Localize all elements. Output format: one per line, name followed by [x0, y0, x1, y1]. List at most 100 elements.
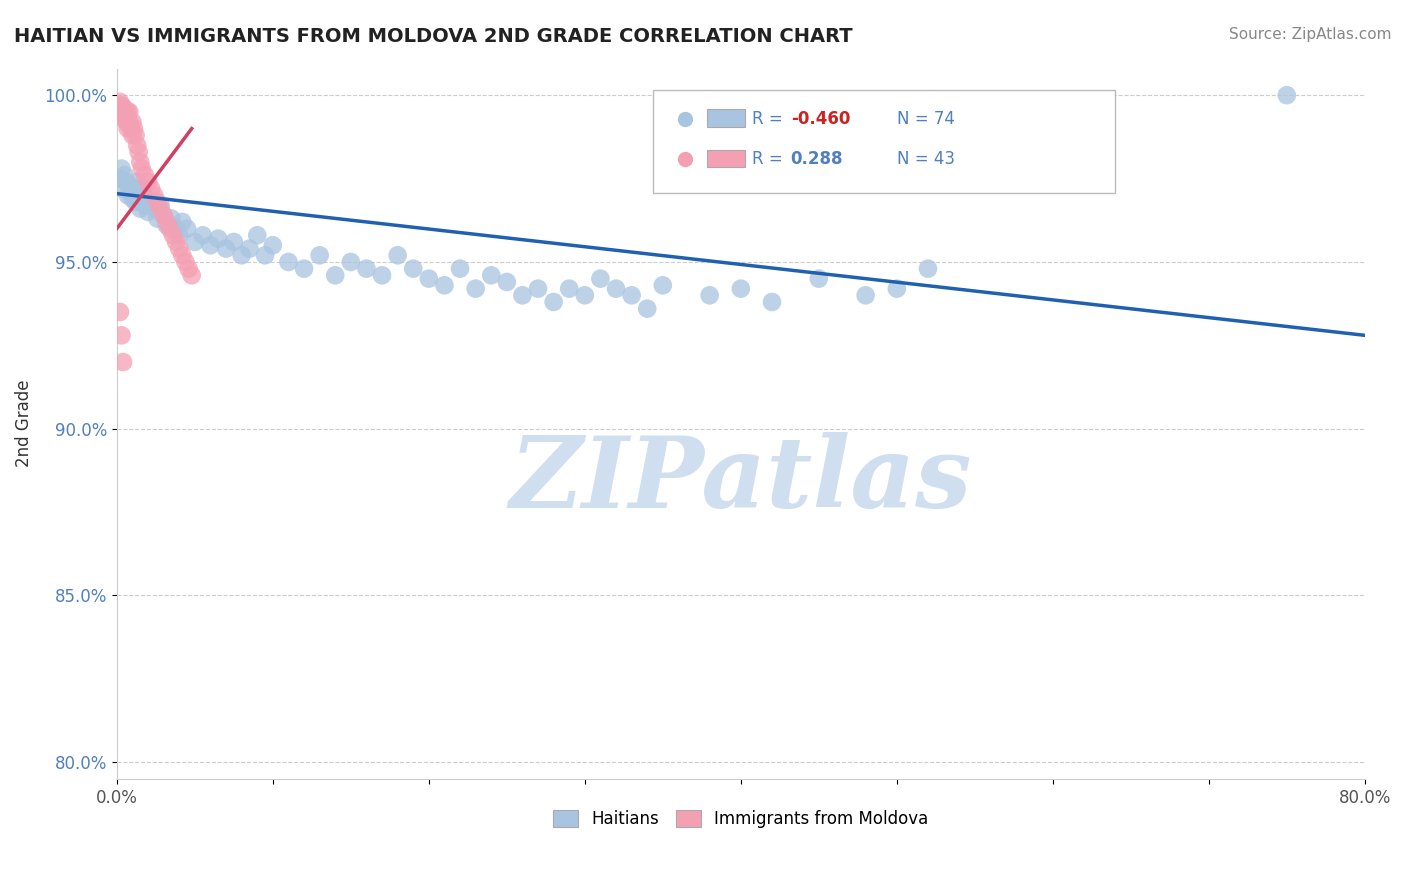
- Point: [238, 242, 260, 256]
- Point: [121, 192, 143, 206]
- Point: [222, 235, 245, 249]
- Point: [917, 261, 939, 276]
- FancyBboxPatch shape: [707, 150, 745, 168]
- Point: [108, 102, 131, 116]
- Point: [807, 271, 830, 285]
- Point: [110, 104, 132, 119]
- Point: [177, 261, 200, 276]
- Point: [121, 128, 143, 143]
- Point: [114, 102, 136, 116]
- Point: [558, 282, 581, 296]
- Point: [136, 175, 159, 189]
- Point: [143, 202, 166, 216]
- Point: [605, 282, 627, 296]
- Point: [730, 282, 752, 296]
- Point: [184, 235, 207, 249]
- Point: [152, 208, 174, 222]
- Legend: Haitians, Immigrants from Moldova: Haitians, Immigrants from Moldova: [547, 803, 935, 835]
- Point: [165, 221, 187, 235]
- Point: [129, 202, 152, 216]
- Point: [527, 282, 550, 296]
- Point: [464, 282, 486, 296]
- Point: [149, 202, 172, 216]
- Point: [246, 228, 269, 243]
- Point: [143, 188, 166, 202]
- Point: [118, 115, 141, 129]
- Point: [174, 255, 197, 269]
- Text: ZIPatlas: ZIPatlas: [509, 433, 972, 529]
- Point: [118, 178, 141, 193]
- Point: [112, 102, 135, 116]
- Point: [122, 121, 145, 136]
- Point: [636, 301, 658, 316]
- Point: [167, 228, 190, 243]
- Y-axis label: 2nd Grade: 2nd Grade: [15, 380, 32, 467]
- Point: [253, 248, 276, 262]
- Point: [110, 98, 132, 112]
- Point: [589, 271, 612, 285]
- Point: [114, 168, 136, 182]
- Text: -0.460: -0.460: [790, 110, 851, 128]
- Text: HAITIAN VS IMMIGRANTS FROM MOLDOVA 2ND GRADE CORRELATION CHART: HAITIAN VS IMMIGRANTS FROM MOLDOVA 2ND G…: [14, 27, 852, 45]
- Point: [131, 194, 153, 209]
- Text: 0.288: 0.288: [790, 150, 844, 168]
- Point: [1275, 88, 1298, 103]
- Point: [180, 268, 202, 283]
- Point: [117, 188, 139, 202]
- Point: [124, 194, 146, 209]
- Point: [134, 198, 156, 212]
- Point: [117, 121, 139, 136]
- Point: [886, 282, 908, 296]
- Text: N = 43: N = 43: [897, 150, 955, 168]
- Point: [108, 305, 131, 319]
- Point: [449, 261, 471, 276]
- Point: [207, 232, 229, 246]
- Point: [118, 104, 141, 119]
- Point: [135, 192, 157, 206]
- Point: [167, 242, 190, 256]
- Point: [124, 128, 146, 143]
- Point: [277, 255, 299, 269]
- Point: [172, 215, 194, 229]
- Point: [146, 194, 169, 209]
- Point: [479, 268, 502, 283]
- Point: [191, 228, 214, 243]
- Point: [141, 194, 163, 209]
- Text: R =: R =: [752, 150, 783, 168]
- Point: [574, 288, 596, 302]
- Point: [262, 238, 284, 252]
- Point: [761, 295, 783, 310]
- Point: [200, 238, 222, 252]
- Point: [110, 161, 132, 176]
- Point: [132, 181, 155, 195]
- Point: [121, 115, 143, 129]
- Point: [107, 98, 129, 112]
- Point: [122, 181, 145, 195]
- Point: [159, 221, 181, 235]
- Point: [340, 255, 363, 269]
- Point: [165, 235, 187, 249]
- Point: [620, 288, 643, 302]
- Point: [146, 211, 169, 226]
- Point: [176, 221, 198, 235]
- Point: [215, 242, 238, 256]
- Text: R =: R =: [752, 110, 787, 128]
- Point: [112, 181, 135, 195]
- Point: [543, 295, 565, 310]
- Point: [112, 355, 135, 369]
- Point: [156, 215, 179, 229]
- Point: [308, 248, 330, 262]
- FancyBboxPatch shape: [654, 90, 1115, 193]
- Point: [120, 185, 142, 199]
- Point: [160, 211, 183, 226]
- Point: [115, 108, 138, 122]
- Text: Source: ZipAtlas.com: Source: ZipAtlas.com: [1229, 27, 1392, 42]
- Point: [129, 155, 152, 169]
- Point: [387, 248, 409, 262]
- Point: [127, 175, 149, 189]
- Point: [128, 145, 150, 159]
- Point: [131, 161, 153, 176]
- FancyBboxPatch shape: [707, 110, 745, 128]
- Point: [495, 275, 517, 289]
- Point: [371, 268, 394, 283]
